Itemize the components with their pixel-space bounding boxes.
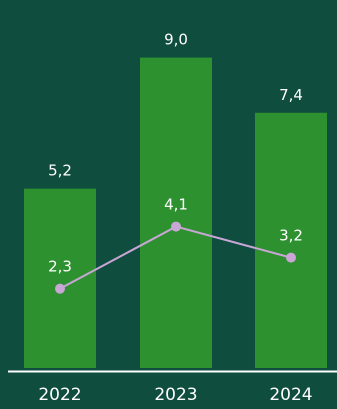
bar-value-label-2023: 9,0 <box>164 31 188 49</box>
line-value-label-2023: 4,1 <box>164 196 188 214</box>
line-point-2024 <box>286 252 296 263</box>
x-tick-2023: 2023 <box>154 385 197 405</box>
line-data-labels: 2,3 4,1 3,2 <box>48 196 303 276</box>
bar-2022 <box>24 188 96 368</box>
x-tick-2024: 2024 <box>269 385 312 405</box>
bar-data-labels: 5,2 9,0 7,4 <box>48 31 303 180</box>
bar-series <box>24 57 327 369</box>
bar-value-label-2022: 5,2 <box>48 162 72 180</box>
line-point-2023 <box>171 221 181 232</box>
line-value-label-2024: 3,2 <box>279 227 303 245</box>
bar-value-label-2024: 7,4 <box>279 86 303 104</box>
x-tick-2022: 2022 <box>38 385 81 405</box>
bar-2024 <box>255 112 327 368</box>
line-point-2022 <box>55 283 65 294</box>
bar-2023 <box>140 57 212 369</box>
x-axis-tick-labels: 2022 2023 2024 <box>38 385 312 405</box>
line-value-label-2022: 2,3 <box>48 258 72 276</box>
line-series <box>55 221 296 294</box>
